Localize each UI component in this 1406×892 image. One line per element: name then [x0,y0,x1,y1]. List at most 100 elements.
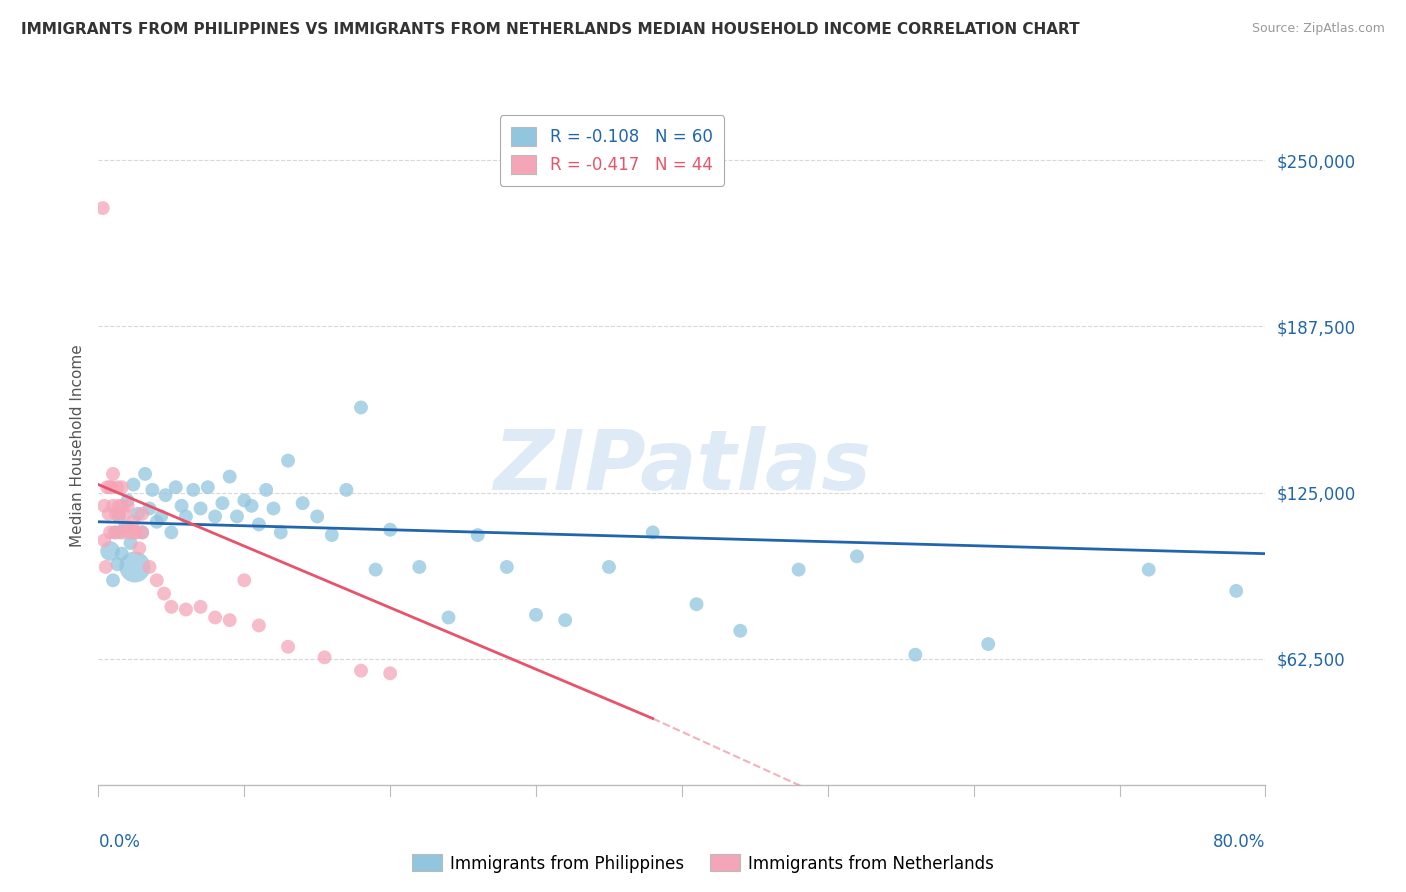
Point [685,597,707,611]
Point [146,574,169,588]
Point [174,509,197,524]
Point [110,525,132,540]
Point [291,496,314,510]
Point [111,480,134,494]
Point [204,509,226,524]
Point [101,499,124,513]
Point [108,509,131,524]
Point [190,501,212,516]
Text: 80.0%: 80.0% [1213,833,1265,851]
Point [117,520,139,534]
Point [170,499,193,513]
Point [131,525,153,540]
Point [98,480,121,494]
Point [254,483,277,497]
Point [150,509,173,524]
Point [190,599,212,614]
Point [101,467,124,481]
Point [211,496,233,510]
Point [128,541,150,556]
Point [141,483,163,497]
Point [335,483,357,497]
Point [218,613,240,627]
Text: Source: ZipAtlas.com: Source: ZipAtlas.com [1251,22,1385,36]
Point [146,515,169,529]
Point [307,509,329,524]
Point [467,528,489,542]
Point [554,613,576,627]
Point [277,453,299,467]
Point [247,618,270,632]
Point [496,560,519,574]
Point [233,493,256,508]
Point [117,499,139,513]
Point [131,507,153,521]
Point [160,525,183,540]
Point [98,544,121,558]
Point [96,480,118,494]
Point [904,648,927,662]
Text: ZIPatlas: ZIPatlas [494,425,870,507]
Point [181,483,204,497]
Point [100,480,122,494]
Point [93,499,115,513]
Point [364,563,387,577]
Point [98,525,121,540]
Point [1137,563,1160,577]
Point [111,547,134,561]
Point [437,610,460,624]
Point [641,525,664,540]
Point [160,599,183,614]
Point [105,558,128,572]
Point [114,520,136,534]
Point [111,499,134,513]
Point [174,602,197,616]
Point [93,533,115,548]
Point [277,640,299,654]
Point [524,607,547,622]
Point [247,517,270,532]
Point [127,507,149,521]
Point [103,525,125,540]
Point [598,560,620,574]
Text: 0.0%: 0.0% [98,833,141,851]
Point [120,536,142,550]
Point [730,624,752,638]
Point [122,477,145,491]
Point [314,650,336,665]
Point [122,515,145,529]
Point [104,525,127,540]
Point [97,507,120,521]
Point [101,574,124,588]
Point [218,469,240,483]
Point [350,401,373,415]
Point [408,560,430,574]
Point [138,501,160,516]
Point [1225,583,1247,598]
Point [94,560,117,574]
Point [262,501,284,516]
Point [153,586,176,600]
Point [155,488,177,502]
Point [165,480,187,494]
Point [226,509,249,524]
Point [124,525,146,540]
Legend: R = -0.108   N = 60, R = -0.417   N = 44: R = -0.108 N = 60, R = -0.417 N = 44 [499,115,724,186]
Point [104,507,127,521]
Point [138,560,160,574]
Point [108,507,131,521]
Point [350,664,373,678]
Point [125,525,148,540]
Point [131,525,153,540]
Point [197,480,219,494]
Point [233,574,256,588]
Point [108,499,131,513]
Point [117,493,139,508]
Legend: Immigrants from Philippines, Immigrants from Netherlands: Immigrants from Philippines, Immigrants … [405,847,1001,880]
Point [114,507,136,521]
Point [91,201,114,215]
Point [846,549,869,564]
Point [321,528,343,542]
Point [270,525,292,540]
Y-axis label: Median Household Income: Median Household Income [69,344,84,548]
